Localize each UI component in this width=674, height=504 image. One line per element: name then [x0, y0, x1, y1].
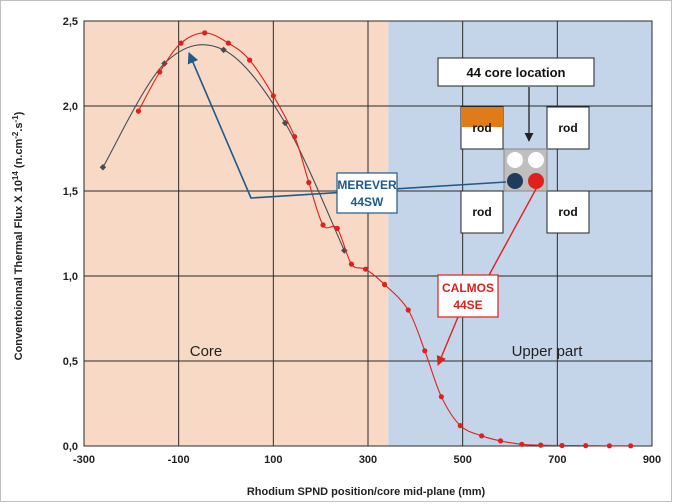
- data-point-calmos: [348, 261, 355, 267]
- data-point-calmos: [202, 30, 208, 36]
- merever-callout: MEREVER 44SW: [187, 51, 507, 214]
- data-point-calmos: [583, 443, 589, 449]
- core-location-inset: 44 core location rod rod rod rod: [437, 57, 595, 234]
- region-label-upper: Upper part: [512, 343, 584, 360]
- data-point-calmos: [292, 134, 298, 140]
- y-axis-title-main: Conventoionnal Thermal Flux X 10: [13, 180, 25, 360]
- rod-bottom-right-label: rod: [558, 205, 577, 219]
- data-point-calmos: [320, 222, 326, 228]
- core-location-title: 44 core location: [467, 65, 566, 80]
- x-tick-label: 900: [643, 454, 661, 466]
- merever-box: [336, 172, 398, 214]
- region-label-core: Core: [190, 343, 223, 360]
- x-tick-label: -100: [168, 454, 190, 466]
- series-layer: [99, 30, 634, 449]
- calmos-callout: CALMOS 44SE: [436, 188, 537, 366]
- rod-top-right: [546, 106, 590, 150]
- y-tick-label: 2,0: [63, 101, 78, 113]
- rod-bottom-left: [460, 190, 504, 234]
- merever-label-line2: 44SW: [351, 195, 384, 209]
- x-tick-label: 100: [264, 454, 282, 466]
- data-point-calmos: [405, 307, 411, 313]
- calmos-label-line1: CALMOS: [442, 281, 494, 295]
- spnd-top-right: [528, 152, 544, 168]
- y-axis-title-exp: 14: [11, 171, 20, 180]
- data-point-calmos: [559, 442, 565, 449]
- data-point-calmos: [422, 348, 428, 354]
- rod-bottom-left-label: rod: [472, 205, 491, 219]
- data-point-calmos: [225, 40, 231, 46]
- data-point-calmos: [135, 108, 142, 114]
- data-point-calmos: [628, 443, 634, 449]
- data-point-calmos: [157, 69, 163, 75]
- x-tick-label: 300: [359, 454, 377, 466]
- y-axis-title: Conventoionnal Thermal Flux X 1014 (n.cm…: [11, 111, 26, 360]
- calmos-leader-top: [487, 188, 537, 278]
- y-axis-title-units-b: .s: [13, 122, 25, 131]
- data-point-calmos: [497, 438, 504, 444]
- rod-top-right-label: rod: [558, 121, 577, 135]
- y-axis-title-units-c: ): [13, 111, 25, 115]
- y-axis-title-units-exp2: -1: [11, 115, 20, 123]
- x-tick-label: 500: [453, 454, 471, 466]
- data-point-calmos: [538, 442, 544, 448]
- data-point-calmos: [381, 281, 388, 288]
- rod-top-left-label: rod: [472, 121, 491, 135]
- region-core: [84, 21, 389, 446]
- merever-label-line1: MEREVER: [337, 178, 397, 192]
- x-axis-title: Rhodium SPND position/core mid-plane (mm…: [247, 486, 486, 498]
- y-tick-label: 0,0: [63, 441, 78, 453]
- rod-bottom-right: [546, 190, 590, 234]
- data-point-calmos: [306, 179, 312, 186]
- region-upper-part: [388, 21, 652, 446]
- y-axis-title-units-a: (n.cm: [13, 139, 25, 172]
- data-point-calmos: [270, 93, 276, 99]
- regions-layer: [84, 21, 652, 446]
- plot-border: [83, 20, 653, 447]
- x-tick-label: -300: [73, 454, 95, 466]
- y-tick-label: 1,5: [63, 186, 78, 198]
- y-axis-title-units-exp1: -2: [11, 131, 20, 139]
- data-point-calmos: [519, 441, 525, 447]
- data-point-merever: [220, 46, 227, 54]
- calmos-label-line2: 44SE: [453, 298, 482, 312]
- calmos-box: [437, 274, 499, 318]
- axes-layer: -300 -100 100 300 500 700 900 0,0 0,5 1,0 1,5 2,0 2,…: [63, 16, 661, 466]
- data-point-calmos: [606, 443, 613, 449]
- data-point-calmos: [247, 57, 253, 63]
- data-point-calmos: [334, 225, 340, 231]
- y-tick-label: 0,5: [63, 356, 78, 368]
- spnd-top-left: [507, 152, 523, 168]
- spnd-merever: [507, 173, 523, 189]
- y-tick-label: 2,5: [63, 16, 78, 28]
- data-point-merever: [99, 163, 107, 171]
- x-tick-label: 700: [548, 454, 566, 466]
- calmos-leader-bottom: [436, 316, 459, 366]
- data-point-calmos: [438, 394, 444, 400]
- spnd-calmos: [528, 173, 544, 189]
- data-point-calmos: [363, 266, 369, 272]
- core-location-title-box: [437, 57, 595, 87]
- merever-leader: [187, 51, 507, 199]
- rod-top-left-orange: [461, 107, 503, 127]
- data-point-calmos: [479, 433, 485, 439]
- y-tick-label: 1,0: [63, 271, 78, 283]
- data-point-calmos: [178, 40, 184, 46]
- data-point-calmos: [457, 423, 463, 429]
